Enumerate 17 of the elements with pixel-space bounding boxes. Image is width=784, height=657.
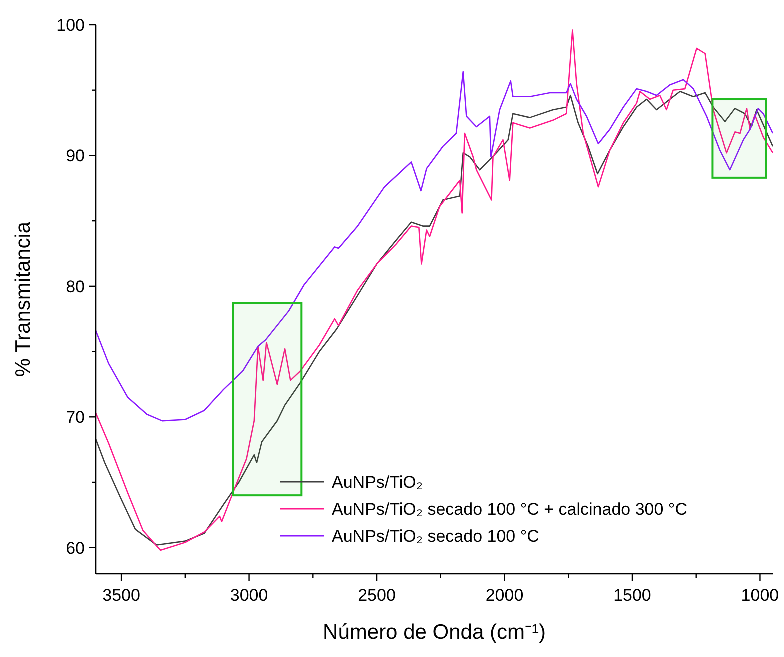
y-tick-label: 100 xyxy=(56,16,85,35)
x-tick-label: 1000 xyxy=(741,586,780,605)
x-axis-title: Número de Onda (cm⁻¹) xyxy=(323,621,546,644)
legend-label: AuNPs/TiO₂ xyxy=(332,473,423,492)
line-series xyxy=(95,71,774,422)
x-tick-label: 2500 xyxy=(358,586,396,605)
x-tick-label: 2000 xyxy=(486,586,524,605)
x-tick-label: 3500 xyxy=(102,586,140,605)
y-tick-label: 80 xyxy=(66,277,85,296)
y-tick-label: 60 xyxy=(66,538,85,558)
y-tick-label: 70 xyxy=(66,408,85,428)
legend-label: AuNPs/TiO₂ secado 100 °C + calcinado 300 °C xyxy=(332,500,688,519)
x-tick-label: 1500 xyxy=(614,586,652,605)
x-tick-label: 3000 xyxy=(230,586,268,605)
legend-label: AuNPs/TiO₂ secado 100 °C xyxy=(332,527,540,546)
y-axis-title: % Transmitancia xyxy=(12,222,35,378)
y-tick-label: 90 xyxy=(66,146,85,166)
